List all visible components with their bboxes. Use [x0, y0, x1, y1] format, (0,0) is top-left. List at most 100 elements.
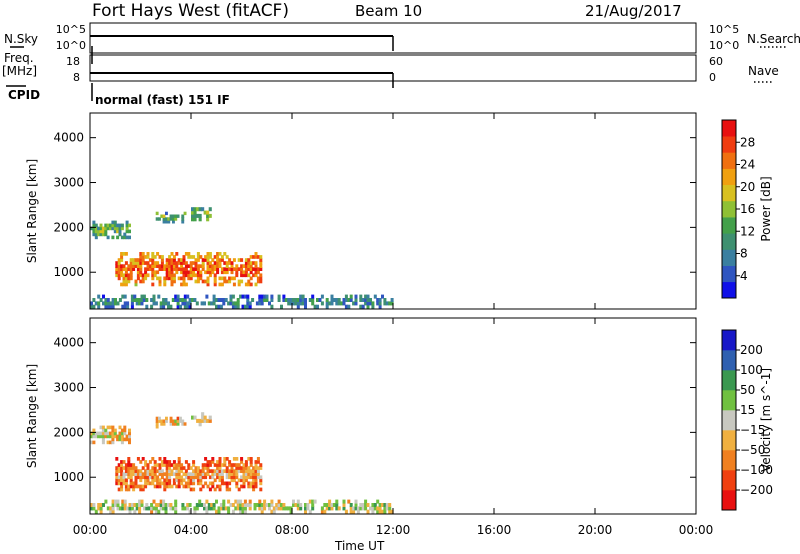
heatmap-cell [172, 279, 176, 284]
heatmap-cell [135, 506, 139, 511]
heatmap-cell [195, 503, 199, 507]
heatmap-cell [165, 472, 169, 476]
heatmap-cell [176, 301, 180, 306]
heatmap-cell [223, 267, 227, 271]
heatmap-cell [249, 484, 253, 489]
heatmap-cell [176, 304, 180, 309]
heatmap-cell [145, 304, 149, 309]
heatmap-cell [132, 484, 136, 489]
heatmap-cell [311, 506, 315, 511]
heatmap-cell [361, 506, 365, 511]
heatmap-cell [106, 304, 110, 309]
heatmap-cell [232, 475, 236, 480]
heatmap-cell [177, 484, 181, 489]
heatmap-cell [97, 232, 101, 237]
heatmap-cell [223, 252, 227, 256]
heatmap-cell [187, 481, 191, 486]
heatmap-cell [236, 301, 240, 306]
heatmap-cell [114, 499, 117, 504]
heatmap-cell [320, 506, 324, 511]
heatmap-cell [218, 463, 222, 467]
heatmap-cell [184, 261, 188, 265]
heatmap-cell [97, 301, 101, 306]
heatmap-cell [158, 416, 161, 421]
heatmap-cell [175, 264, 179, 268]
heatmap-cell [191, 210, 195, 215]
heatmap-cell [205, 499, 209, 504]
heatmap-cell [219, 298, 223, 302]
heatmap-cell [206, 282, 210, 287]
heatmap-cell [249, 276, 253, 281]
heatmap-cell [194, 475, 198, 480]
heatmap-cell [381, 503, 384, 507]
heatmap-cell [192, 255, 196, 259]
heatmap-cell [235, 472, 239, 476]
heatmap-cell [199, 255, 203, 259]
heatmap-cell [153, 270, 157, 275]
heatmap-cell [111, 509, 115, 514]
heatmap-cell [337, 506, 341, 511]
heatmap-cell [129, 261, 133, 265]
heatmap-cell [139, 261, 143, 265]
heatmap-cell [155, 416, 159, 421]
heatmap-cell [244, 463, 248, 467]
heatmap-cell [104, 428, 108, 433]
colorbar-tick-label: 200 [740, 343, 763, 357]
heatmap-cell [130, 298, 134, 302]
region-band-far-a [90, 425, 131, 445]
heatmap-cell [151, 273, 155, 278]
heatmap-cell [123, 301, 127, 306]
heatmap-cell [218, 252, 222, 256]
heatmap-cell [385, 301, 389, 306]
heatmap-cell [154, 503, 158, 507]
heatmap-cell [287, 298, 291, 302]
heatmap-cell [182, 279, 186, 284]
heatmap-cell [186, 506, 190, 511]
heatmap-cell [207, 301, 211, 306]
colorbar-segment [722, 120, 736, 137]
heatmap-cell [272, 506, 276, 511]
heatmap-cell [174, 499, 178, 504]
heatmap-cell [164, 301, 168, 306]
heatmap-cell [168, 255, 172, 259]
heatmap-cell [201, 466, 205, 470]
heatmap-cell [258, 506, 262, 511]
heatmap-cell [228, 463, 232, 467]
heatmap-cell [118, 431, 122, 436]
heatmap-cell [127, 463, 131, 467]
heatmap-cell [139, 487, 143, 492]
heatmap-cell [101, 425, 105, 430]
heatmap-cell [163, 282, 167, 287]
heatmap-cell [229, 503, 233, 507]
heatmap-cell [151, 258, 155, 262]
heatmap-cell [220, 469, 224, 473]
heatmap-cell [115, 264, 119, 268]
heatmap-cell [153, 264, 157, 268]
heatmap-cell [211, 267, 215, 271]
heatmap-cell [141, 258, 145, 262]
heatmap-cell [177, 475, 181, 480]
heatmap-cell [247, 472, 251, 476]
heatmap-cell [383, 509, 387, 514]
noise-left-tick-top: 10^5 [56, 23, 86, 36]
heatmap-cell [175, 484, 179, 489]
heatmap-cell [235, 469, 239, 473]
heatmap-cell [263, 298, 267, 302]
heatmap-cell [160, 475, 164, 480]
heatmap-cell [252, 466, 256, 470]
heatmap-cell [111, 223, 115, 228]
heatmap-cell [128, 509, 132, 514]
heatmap-cell [256, 279, 260, 284]
heatmap-cell [106, 298, 110, 302]
heatmap-cell [270, 294, 274, 299]
heatmap-cell [144, 469, 148, 473]
heatmap-cell [183, 506, 187, 511]
heatmap-cell [244, 469, 248, 473]
heatmap-cell [182, 270, 186, 275]
heatmap-cell [94, 301, 98, 306]
heatmap-cell [208, 469, 212, 473]
heatmap-cell [109, 226, 112, 231]
heatmap-cell [280, 304, 283, 309]
heatmap-cell [162, 304, 166, 309]
heatmap-cell [337, 298, 341, 302]
